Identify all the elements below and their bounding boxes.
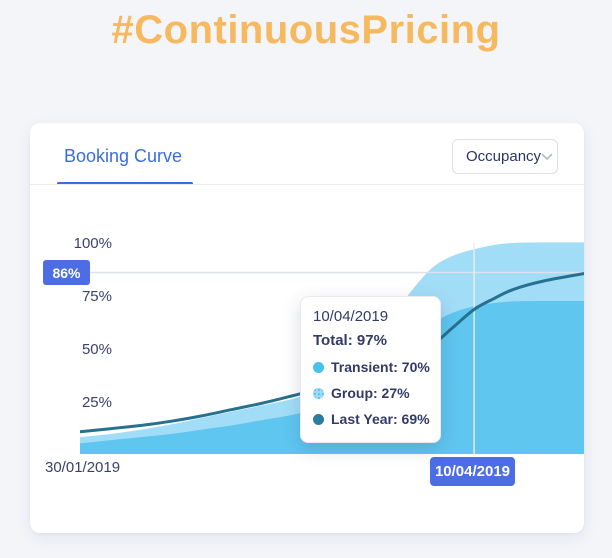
booking-curve-card: Booking Curve Occupancy 100% 75% 50% 25%… <box>30 123 584 533</box>
tooltip-row-label: Group: 27% <box>331 385 410 401</box>
y-axis-tick-25: 25% <box>81 394 112 411</box>
transient-area <box>80 301 584 454</box>
tooltip-row: Last Year: 69% <box>313 406 430 432</box>
tooltip-date: 10/04/2019 <box>313 308 389 325</box>
current-value-badge: 86% <box>43 260 90 285</box>
y-axis-tick-75: 75% <box>81 288 112 305</box>
transient-dot-icon <box>313 361 324 373</box>
dropdown-selected-value: Occupancy <box>466 148 542 165</box>
y-axis-tick-50: 50% <box>81 341 112 358</box>
chevron-down-icon <box>541 153 553 161</box>
tooltip-total: Total: 97% <box>313 332 387 349</box>
page-title: #ContinuousPricing <box>111 8 501 52</box>
tooltip-row: Transient: 70% <box>313 354 430 380</box>
tooltip-row-label: Transient: 70% <box>331 359 430 375</box>
tooltip-row-label: Last Year: 69% <box>331 411 430 427</box>
x-axis-start-label: 30/01/2019 <box>45 459 121 476</box>
tooltip-row: Group: 27% <box>313 380 428 406</box>
last-year-dot-icon <box>313 413 324 425</box>
group-dot-icon <box>313 387 324 399</box>
chart-tooltip: 10/04/2019 Total: 97% Transient: 70% Gro… <box>300 296 441 443</box>
tab-booking-curve[interactable]: Booking Curve <box>64 146 183 166</box>
y-axis-tick-100: 100% <box>73 235 112 252</box>
occupancy-dropdown[interactable]: Occupancy <box>452 139 558 174</box>
tab-active-underline <box>57 182 193 185</box>
header-divider <box>30 184 584 185</box>
x-axis-date-badge: 10/04/2019 <box>430 457 515 486</box>
